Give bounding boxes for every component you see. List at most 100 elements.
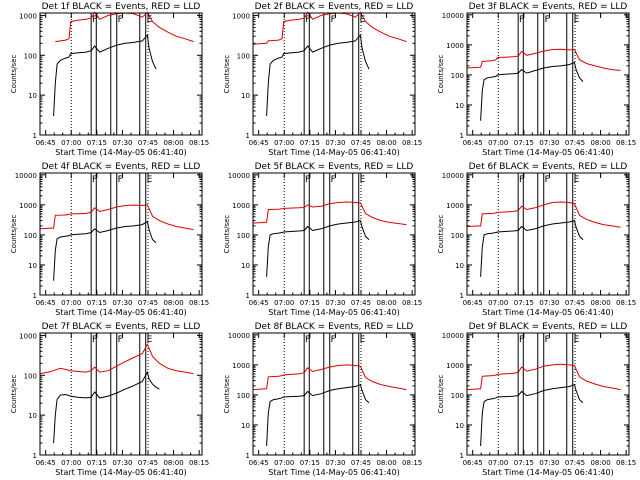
plot-frame bbox=[252, 172, 416, 296]
x-tick-label: 07:00 bbox=[61, 139, 81, 147]
x-tick-label: 06:45 bbox=[463, 139, 483, 147]
x-tick-label: 06:45 bbox=[249, 459, 269, 467]
x-tick-label: 07:15 bbox=[514, 139, 534, 147]
x-tick-label: 07:45 bbox=[138, 299, 158, 307]
series-line-events bbox=[266, 219, 370, 277]
x-tick-label: 07:30 bbox=[539, 139, 559, 147]
y-tick-label: 100 bbox=[237, 52, 250, 60]
chart-title: Det 8f BLACK = Events, RED = LLD bbox=[255, 322, 414, 332]
y-tick-label: 100 bbox=[451, 392, 464, 400]
interval-marker-label: F bbox=[519, 175, 524, 185]
x-tick-label: 07:15 bbox=[300, 459, 320, 467]
interval-marker-label: E bbox=[147, 15, 153, 25]
series-line-events bbox=[480, 219, 584, 277]
x-axis-label: Start Time (14-May-05 06:41:40) bbox=[482, 308, 613, 317]
y-axis-label: Counts/sec bbox=[223, 215, 231, 254]
x-tick-label: 07:15 bbox=[87, 459, 107, 467]
x-axis-label: Start Time (14-May-05 06:41:40) bbox=[268, 308, 399, 317]
chart-title: Det 6f BLACK = Events, RED = LLD bbox=[469, 162, 628, 172]
x-tick-label: 06:45 bbox=[463, 299, 483, 307]
interval-marker-label: F bbox=[331, 15, 336, 25]
x-tick-label: 07:00 bbox=[61, 459, 81, 467]
x-tick-label: 07:00 bbox=[488, 139, 508, 147]
x-axis-label: Start Time (14-May-05 06:41:40) bbox=[55, 308, 186, 317]
y-tick-label: 10 bbox=[241, 92, 250, 100]
interval-marker-label: E bbox=[147, 175, 153, 185]
x-tick-label: 07:30 bbox=[112, 459, 132, 467]
y-tick-label: 1000 bbox=[232, 12, 250, 20]
y-tick-label: 1000 bbox=[19, 202, 37, 210]
y-axis-label: Counts/sec bbox=[223, 375, 231, 414]
y-tick-label: 100 bbox=[24, 232, 37, 240]
y-tick-label: 100 bbox=[24, 372, 37, 380]
x-tick-label: 07:15 bbox=[514, 299, 534, 307]
x-tick-label: 07:45 bbox=[565, 459, 585, 467]
series-line-events bbox=[53, 220, 157, 281]
y-tick-label: 10 bbox=[455, 102, 464, 110]
x-axis-label: Start Time (14-May-05 06:41:40) bbox=[268, 148, 399, 157]
interval-marker-label: F bbox=[331, 175, 336, 185]
x-tick-label: 08:15 bbox=[616, 299, 636, 307]
x-tick-label: 08:00 bbox=[590, 139, 610, 147]
x-tick-label: 07:00 bbox=[274, 139, 294, 147]
y-tick-label: 10000 bbox=[228, 332, 250, 340]
y-tick-label: 10 bbox=[455, 262, 464, 270]
interval-marker-label: E bbox=[360, 15, 366, 25]
chart-panel-2: Det 2f BLACK = Events, RED = LLD F F E 1 10 10… bbox=[223, 2, 422, 157]
interval-marker-label: F bbox=[331, 335, 336, 345]
plot-frame bbox=[39, 172, 203, 296]
x-tick-label: 07:45 bbox=[565, 139, 585, 147]
x-tick-label: 07:45 bbox=[138, 459, 158, 467]
x-tick-label: 06:45 bbox=[249, 299, 269, 307]
y-tick-label: 10000 bbox=[442, 12, 464, 20]
interval-marker-label: F bbox=[545, 175, 550, 185]
plot-frame bbox=[39, 332, 203, 456]
series-line-events bbox=[53, 370, 160, 444]
series-line-lld bbox=[252, 11, 407, 45]
x-tick-label: 08:15 bbox=[402, 459, 422, 467]
chart-panel-4: Det 4f BLACK = Events, RED = LLD F F E 1 10 10… bbox=[10, 162, 209, 317]
chart-panel-6: Det 6f BLACK = Events, RED = LLD F F E 1 10 10… bbox=[437, 162, 636, 317]
x-tick-label: 08:00 bbox=[376, 299, 396, 307]
interval-marker-label: F bbox=[305, 15, 310, 25]
y-axis-label: Counts/sec bbox=[437, 375, 445, 414]
chart-title: Det 7f BLACK = Events, RED = LLD bbox=[42, 322, 201, 332]
y-tick-label: 1000 bbox=[19, 12, 37, 20]
chart-title: Det 3f BLACK = Events, RED = LLD bbox=[469, 2, 628, 12]
y-tick-label: 1 bbox=[460, 132, 464, 140]
interval-marker-label: E bbox=[574, 15, 580, 25]
y-tick-label: 1000 bbox=[232, 362, 250, 370]
x-tick-label: 07:45 bbox=[351, 139, 371, 147]
x-tick-label: 08:15 bbox=[189, 299, 209, 307]
x-axis-label: Start Time (14-May-05 06:41:40) bbox=[55, 148, 186, 157]
series-line-lld bbox=[55, 11, 194, 43]
x-axis-label: Start Time (14-May-05 06:41:40) bbox=[482, 148, 613, 157]
x-tick-label: 06:45 bbox=[36, 459, 56, 467]
x-tick-label: 08:00 bbox=[376, 459, 396, 467]
series-line-events bbox=[480, 383, 584, 447]
interval-marker-label: F bbox=[305, 175, 310, 185]
x-tick-label: 07:15 bbox=[300, 299, 320, 307]
y-tick-label: 1 bbox=[460, 452, 464, 460]
interval-marker-label: F bbox=[118, 175, 123, 185]
plot-frame bbox=[252, 332, 416, 456]
plot-frame bbox=[252, 12, 416, 136]
y-tick-label: 1000 bbox=[446, 202, 464, 210]
y-tick-label: 1000 bbox=[232, 202, 250, 210]
interval-marker-label: F bbox=[545, 15, 550, 25]
x-tick-label: 07:30 bbox=[325, 139, 345, 147]
y-tick-label: 10 bbox=[28, 92, 37, 100]
x-tick-label: 07:45 bbox=[138, 139, 158, 147]
x-tick-label: 08:00 bbox=[163, 139, 183, 147]
x-tick-label: 07:00 bbox=[274, 459, 294, 467]
y-tick-label: 1000 bbox=[19, 332, 37, 340]
interval-marker-label: F bbox=[92, 335, 97, 345]
x-tick-label: 07:00 bbox=[61, 299, 81, 307]
x-tick-label: 08:00 bbox=[590, 459, 610, 467]
x-axis-label: Start Time (14-May-05 06:41:40) bbox=[268, 468, 399, 477]
x-tick-label: 07:30 bbox=[539, 459, 559, 467]
x-axis-label: Start Time (14-May-05 06:41:40) bbox=[482, 468, 613, 477]
x-tick-label: 07:00 bbox=[488, 299, 508, 307]
y-axis-label: Counts/sec bbox=[10, 215, 18, 254]
y-tick-label: 10 bbox=[28, 262, 37, 270]
